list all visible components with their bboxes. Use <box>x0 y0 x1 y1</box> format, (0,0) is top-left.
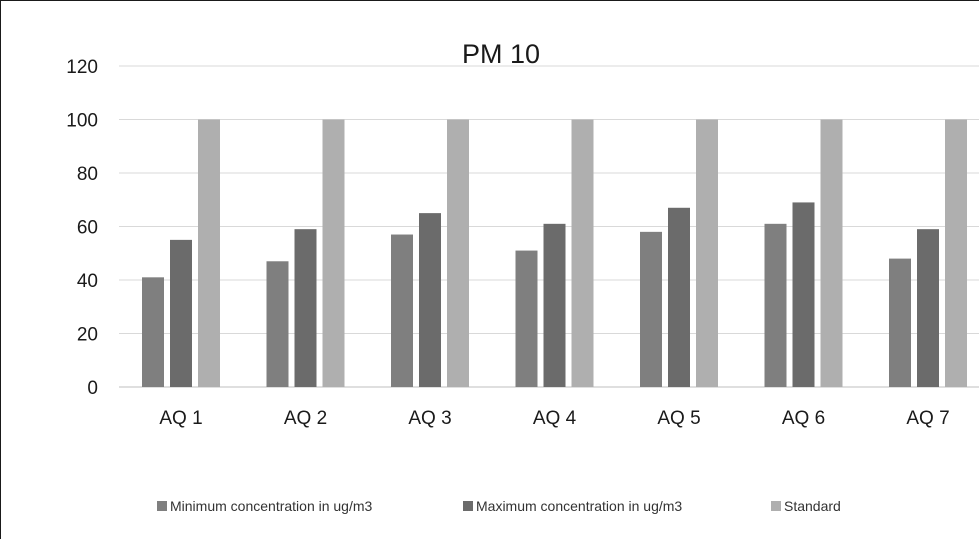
x-tick-label: AQ 1 <box>159 408 202 429</box>
legend-label: Maximum concentration in ug/m3 <box>476 498 682 514</box>
bar-max-5 <box>668 207 690 387</box>
bar-min-1 <box>142 277 164 387</box>
bar-max-6 <box>792 202 815 387</box>
y-tick-label: 100 <box>66 111 98 132</box>
bar-max-1 <box>170 239 192 387</box>
bar-min-2 <box>266 261 289 387</box>
bar-min-6 <box>764 223 787 387</box>
legend-swatch <box>157 501 167 511</box>
legend-swatch <box>771 501 781 511</box>
x-tick-label: AQ 2 <box>284 408 327 429</box>
y-axis-ticks: 0 20 40 60 80 100 120 <box>66 57 98 399</box>
legend-swatch <box>463 501 473 511</box>
bar-standard-6 <box>820 119 843 387</box>
legend-label: Minimum concentration in ug/m3 <box>170 498 373 514</box>
x-tick-label: AQ 6 <box>782 408 825 429</box>
legend-label: Standard <box>784 498 841 514</box>
x-tick-label: AQ 3 <box>408 408 451 429</box>
x-tick-label: AQ 4 <box>533 408 577 429</box>
legend: Minimum concentration in ug/m3 Maximum co… <box>157 498 841 514</box>
y-tick-label: 60 <box>77 218 98 239</box>
y-tick-label: 0 <box>87 378 98 399</box>
bar-max-2 <box>294 229 317 387</box>
y-tick-label: 80 <box>77 164 98 185</box>
x-tick-label: AQ 7 <box>906 408 949 429</box>
bar-standard-7 <box>945 119 967 387</box>
y-tick-label: 40 <box>77 271 98 292</box>
chart-title: PM 10 <box>462 39 540 69</box>
bar-max-3 <box>419 213 441 387</box>
bar-standard-4 <box>571 119 594 387</box>
y-tick-label: 120 <box>66 57 98 78</box>
bar-min-3 <box>391 234 413 387</box>
bars <box>142 119 967 387</box>
x-axis-ticks: AQ 1 AQ 2 AQ 3 AQ 4 AQ 5 AQ 6 AQ 7 <box>159 408 949 429</box>
bar-standard-3 <box>447 119 469 387</box>
y-tick-label: 20 <box>77 325 98 346</box>
bar-standard-5 <box>696 119 718 387</box>
bar-min-4 <box>515 250 538 387</box>
bar-standard-1 <box>198 119 220 387</box>
bar-max-7 <box>917 229 939 387</box>
x-tick-label: AQ 5 <box>657 408 700 429</box>
bar-max-4 <box>543 223 566 387</box>
bar-min-5 <box>640 231 662 387</box>
bar-min-7 <box>889 258 911 387</box>
bar-standard-2 <box>322 119 345 387</box>
